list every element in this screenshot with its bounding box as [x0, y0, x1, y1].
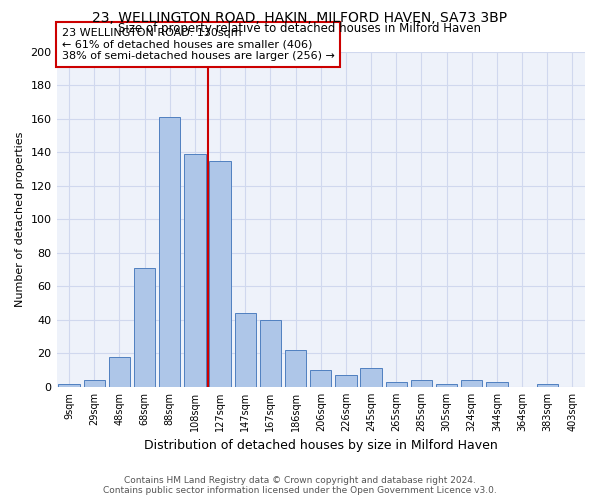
- Bar: [361, 368, 382, 387]
- Bar: [260, 320, 281, 387]
- Text: 23, WELLINGTON ROAD, HAKIN, MILFORD HAVEN, SA73 3BP: 23, WELLINGTON ROAD, HAKIN, MILFORD HAVE…: [92, 11, 508, 25]
- Text: 23 WELLINGTON ROAD: 130sqm
← 61% of detached houses are smaller (406)
38% of sem: 23 WELLINGTON ROAD: 130sqm ← 61% of deta…: [62, 28, 335, 61]
- Bar: [436, 384, 457, 387]
- Y-axis label: Number of detached properties: Number of detached properties: [15, 132, 25, 307]
- Bar: [536, 384, 558, 387]
- Bar: [159, 117, 181, 387]
- Bar: [83, 380, 105, 387]
- Text: Contains HM Land Registry data © Crown copyright and database right 2024.
Contai: Contains HM Land Registry data © Crown c…: [103, 476, 497, 495]
- Bar: [134, 268, 155, 387]
- Bar: [310, 370, 331, 387]
- Text: Size of property relative to detached houses in Milford Haven: Size of property relative to detached ho…: [119, 22, 482, 35]
- Bar: [58, 384, 80, 387]
- Bar: [285, 350, 307, 387]
- Bar: [109, 356, 130, 387]
- Bar: [235, 313, 256, 387]
- X-axis label: Distribution of detached houses by size in Milford Haven: Distribution of detached houses by size …: [144, 440, 497, 452]
- Bar: [386, 382, 407, 387]
- Bar: [335, 375, 356, 387]
- Bar: [486, 382, 508, 387]
- Bar: [184, 154, 206, 387]
- Bar: [461, 380, 482, 387]
- Bar: [209, 160, 231, 387]
- Bar: [411, 380, 432, 387]
